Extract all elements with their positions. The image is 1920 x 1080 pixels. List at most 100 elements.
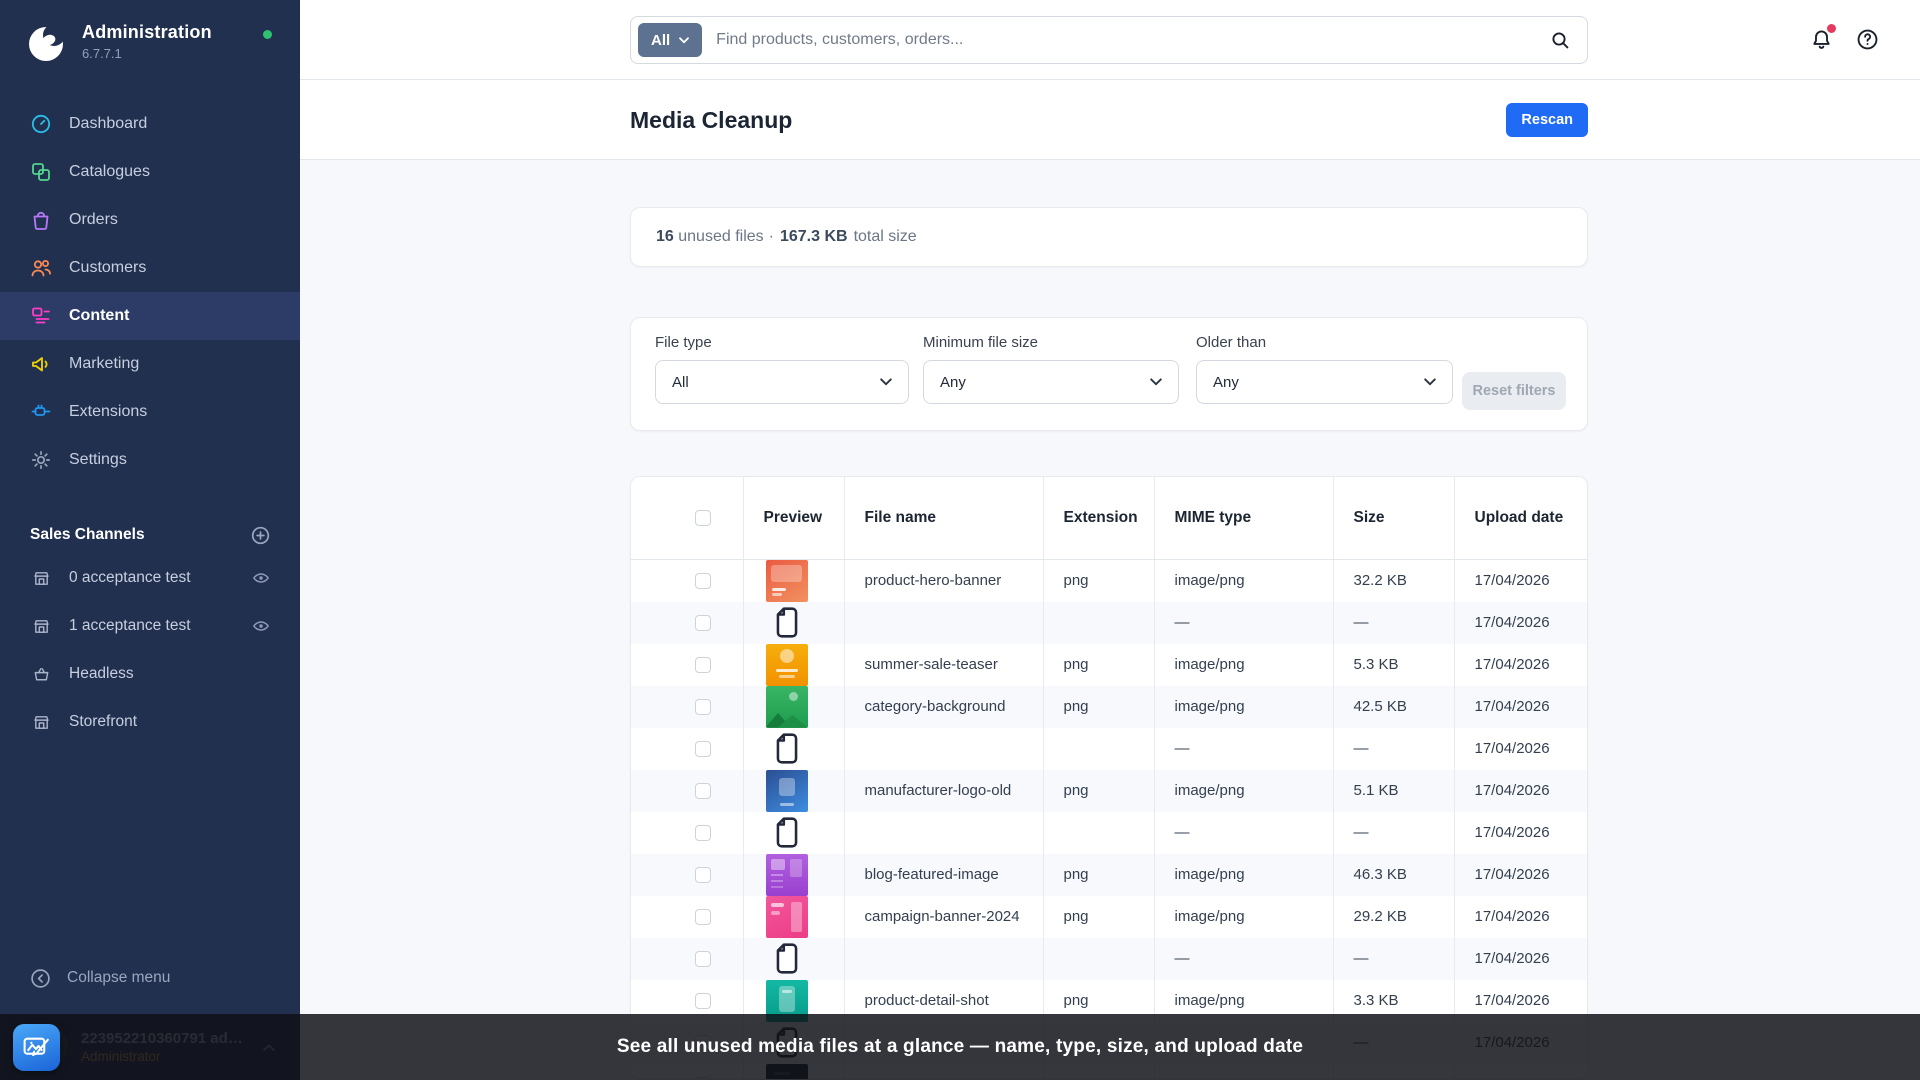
upload-date-cell: 17/04/2026: [1474, 782, 1550, 799]
row-checkbox[interactable]: [695, 740, 711, 757]
mime-type-cell: image/png: [1154, 685, 1334, 728]
sidebar: Administration 6.7.7.1 Dashboard Catalogu…: [0, 0, 300, 1080]
sidebar-item-label: Orders: [69, 211, 118, 228]
sidebar-item-marketing[interactable]: Marketing: [0, 340, 300, 388]
upload-date-cell: 17/04/2026: [1474, 740, 1550, 757]
app-version: 6.7.7.1: [82, 46, 122, 61]
eye-icon[interactable]: [252, 569, 270, 587]
size-cell: 42.5 KB: [1333, 685, 1455, 728]
file-type-select[interactable]: All: [655, 360, 909, 404]
toast-message: See all unused media files at a glance —…: [616, 1036, 1304, 1057]
total-size-label: total size: [853, 228, 917, 245]
size-cell: 5.1 KB: [1333, 769, 1455, 812]
row-checkbox[interactable]: [695, 698, 711, 715]
size-cell: —: [1333, 937, 1455, 980]
sidebar-item-settings[interactable]: Settings: [0, 436, 300, 484]
mime-type-cell: —: [1154, 811, 1334, 854]
dashboard-icon: [30, 113, 52, 135]
min-size-select[interactable]: Any: [923, 360, 1179, 404]
basket-icon: [32, 665, 51, 684]
row-checkbox[interactable]: [695, 782, 711, 799]
table-row: product-hero-banner png image/png 32.2 KB 17…: [631, 559, 1587, 602]
reset-filters-button[interactable]: Reset filters: [1462, 372, 1566, 410]
sales-channel-item[interactable]: Storefront: [0, 698, 300, 746]
older-than-select[interactable]: Any: [1196, 360, 1453, 404]
row-checkbox[interactable]: [695, 572, 711, 589]
sidebar-item-extensions[interactable]: Extensions: [0, 388, 300, 436]
extension-cell: [1043, 601, 1155, 644]
main-area: All: [300, 0, 1920, 1080]
store-icon: [32, 569, 51, 588]
sidebar-item-orders[interactable]: Orders: [0, 196, 300, 244]
column-header-upload-date: Upload date: [1454, 477, 1587, 560]
mime-type-cell: image/png: [1154, 769, 1334, 812]
media-cleanup-app-icon[interactable]: [13, 1024, 60, 1071]
unused-files-count: 16: [656, 228, 674, 245]
row-checkbox[interactable]: [695, 614, 711, 631]
chevron-down-icon: [1424, 378, 1436, 386]
file-thumbnail: [765, 559, 808, 602]
table-row: campaign-banner-2024 png image/png 29.2 KB 1…: [631, 895, 1587, 938]
add-sales-channel-button[interactable]: [251, 526, 270, 545]
extension-cell: [1043, 727, 1155, 770]
file-type-label: File type: [655, 334, 712, 351]
mime-type-cell: image/png: [1154, 853, 1334, 896]
collapse-menu-button[interactable]: Collapse menu: [0, 954, 300, 1002]
file-name-cell: [844, 601, 1044, 644]
sidebar-item-catalogues[interactable]: Catalogues: [0, 148, 300, 196]
file-name-cell: category-background: [844, 685, 1044, 728]
eye-icon[interactable]: [252, 617, 270, 635]
rescan-button[interactable]: Rescan: [1506, 103, 1588, 137]
file-name-cell: [844, 811, 1044, 854]
search-icon[interactable]: [1550, 30, 1570, 50]
table-row: —— 17/04/2026: [631, 937, 1587, 980]
file-thumbnail: [765, 769, 808, 812]
sidebar-item-dashboard[interactable]: Dashboard: [0, 100, 300, 148]
table-header-row: Preview File name Extension MIME type Si…: [631, 477, 1587, 560]
sales-channel-label: Headless: [69, 665, 134, 682]
unused-files-label: unused files: [678, 228, 764, 245]
sidebar-header: Administration 6.7.7.1: [0, 0, 300, 72]
row-checkbox[interactable]: [695, 656, 711, 673]
file-name-cell: [844, 937, 1044, 980]
sidebar-item-content[interactable]: Content: [0, 292, 300, 340]
select-all-checkbox[interactable]: [695, 509, 711, 526]
files-table-card: Preview File name Extension MIME type Si…: [630, 476, 1588, 1080]
notifications-button[interactable]: [1809, 24, 1836, 52]
extension-cell: [1043, 937, 1155, 980]
collapse-menu-label: Collapse menu: [67, 969, 171, 986]
upload-date-cell: 17/04/2026: [1474, 908, 1550, 925]
shopware-logo-icon: [24, 22, 68, 66]
sidebar-item-customers[interactable]: Customers: [0, 244, 300, 292]
search-scope-dropdown[interactable]: All: [638, 23, 703, 57]
row-checkbox[interactable]: [695, 824, 711, 841]
extension-cell: png: [1043, 685, 1155, 728]
table-row: —— 17/04/2026: [631, 601, 1587, 644]
mime-type-cell: —: [1154, 601, 1334, 644]
app-title: Administration: [82, 22, 212, 42]
mime-type-cell: image/png: [1154, 643, 1334, 686]
sales-channel-item[interactable]: Headless: [0, 650, 300, 698]
upload-date-cell: 17/04/2026: [1474, 572, 1550, 589]
online-status-dot: [263, 30, 272, 39]
search-scope-value: All: [651, 31, 671, 49]
sidebar-item-label: Dashboard: [69, 115, 148, 132]
page-title: Media Cleanup: [630, 107, 793, 133]
sales-channels-section: Sales Channels 0 acceptance test 1 accept…: [0, 516, 300, 746]
extension-cell: png: [1043, 853, 1155, 896]
chevron-down-icon: [679, 36, 690, 43]
document-icon: [766, 728, 808, 770]
row-checkbox[interactable]: [695, 950, 711, 967]
sales-channel-item[interactable]: 0 acceptance test: [0, 554, 300, 602]
extension-cell: png: [1043, 643, 1155, 686]
orders-icon: [30, 209, 52, 231]
search-input[interactable]: [702, 31, 1550, 49]
row-checkbox[interactable]: [695, 866, 711, 883]
row-checkbox[interactable]: [695, 992, 711, 1009]
store-icon: [32, 713, 51, 732]
row-checkbox[interactable]: [695, 908, 711, 925]
extension-cell: [1043, 811, 1155, 854]
sales-channel-item[interactable]: 1 acceptance test: [0, 602, 300, 650]
help-button[interactable]: [1855, 27, 1880, 52]
file-name-cell: summer-sale-teaser: [844, 643, 1044, 686]
